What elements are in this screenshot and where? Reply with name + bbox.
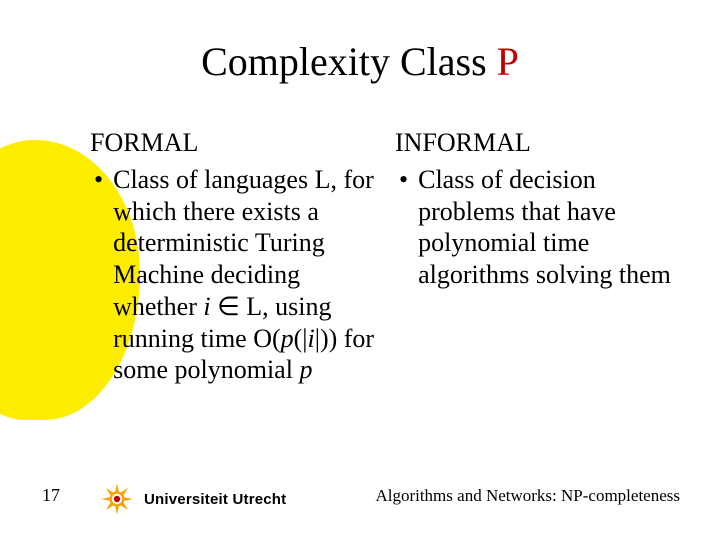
title-accent: P	[497, 39, 519, 84]
org-logo: Universiteit Utrecht	[100, 482, 286, 516]
org-name: Universiteit Utrecht	[144, 491, 286, 508]
footer: 17	[0, 474, 720, 514]
left-heading: FORMAL	[90, 128, 375, 158]
left-bullet-text: Class of languages L, for which there ex…	[113, 164, 375, 386]
content-columns: FORMAL • Class of languages L, for which…	[90, 128, 680, 386]
left-bullet: • Class of languages L, for which there …	[90, 164, 375, 386]
right-bullet: • Class of decision problems that have p…	[395, 164, 680, 291]
slide-title: Complexity Class P	[0, 38, 720, 85]
right-heading: INFORMAL	[395, 128, 680, 158]
page-number: 17	[42, 485, 60, 506]
title-main: Complexity Class	[201, 39, 497, 84]
bullet-icon: •	[94, 164, 103, 196]
course-label: Algorithms and Networks: NP-completeness	[375, 486, 680, 506]
sun-icon	[100, 482, 134, 516]
left-column: FORMAL • Class of languages L, for which…	[90, 128, 375, 386]
right-column: INFORMAL • Class of decision problems th…	[395, 128, 680, 386]
right-bullet-text: Class of decision problems that have pol…	[418, 164, 680, 291]
bullet-icon: •	[399, 164, 408, 196]
